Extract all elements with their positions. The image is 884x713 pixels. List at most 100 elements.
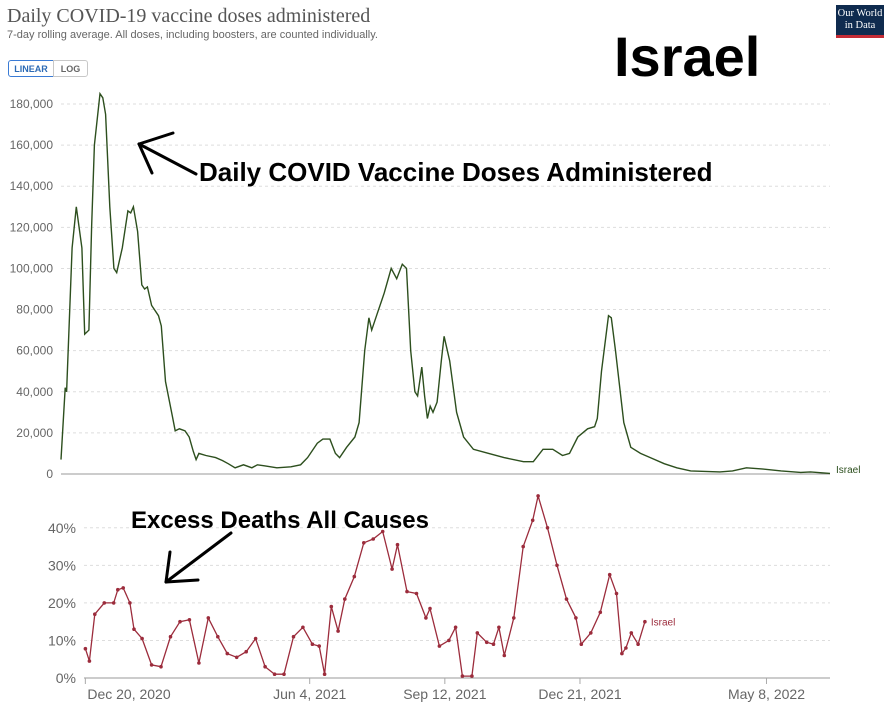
excess-data-point bbox=[362, 541, 366, 545]
excess-series-label: Israel bbox=[651, 618, 675, 629]
owid-logo[interactable]: Our World in Data bbox=[836, 5, 884, 38]
excess-data-point bbox=[453, 625, 458, 630]
excess-y-tick-label: 40% bbox=[48, 520, 76, 536]
excess-data-point bbox=[310, 642, 315, 646]
excess-data-point bbox=[620, 651, 624, 656]
excess-data-point bbox=[87, 659, 92, 663]
excess-data-point bbox=[475, 631, 480, 635]
excess-x-tick-label: Dec 21, 2021 bbox=[538, 686, 621, 702]
excess-data-point bbox=[272, 672, 277, 676]
excess-data-point bbox=[291, 634, 296, 639]
excess-data-point bbox=[390, 567, 394, 571]
excess-data-point bbox=[336, 629, 340, 633]
excess-data-point bbox=[530, 518, 535, 523]
excess-data-point bbox=[343, 597, 347, 601]
bottom-annotation-label: Excess Deaths All Causes bbox=[131, 507, 429, 534]
excess-data-point bbox=[329, 604, 334, 609]
excess-data-point bbox=[301, 625, 305, 630]
excess-data-point bbox=[460, 674, 465, 678]
excess-data-point bbox=[197, 661, 201, 665]
excess-data-point bbox=[437, 644, 442, 648]
excess-y-tick-label: 0% bbox=[56, 670, 76, 686]
excess-data-point bbox=[502, 653, 507, 658]
excess-data-point bbox=[424, 616, 428, 620]
excess-data-point bbox=[121, 586, 125, 590]
excess-data-point bbox=[371, 537, 376, 541]
excess-data-point bbox=[322, 672, 327, 676]
excess-data-point bbox=[574, 616, 578, 620]
excess-data-point bbox=[178, 619, 182, 624]
chart-title: Daily COVID-19 vaccine doses administere… bbox=[7, 5, 371, 27]
doses-gridlines bbox=[61, 103, 830, 475]
excess-data-point bbox=[536, 494, 540, 498]
excess-data-point bbox=[484, 640, 489, 645]
excess-data-point bbox=[636, 642, 640, 646]
doses-y-tick-label: 0 bbox=[46, 467, 53, 481]
excess-data-point bbox=[317, 644, 322, 648]
excess-x-axis-labels: Dec 20, 2020 Jun 4, 2021 Sep 12, 2021 Dec 2… bbox=[84, 678, 805, 702]
excess-gridlines bbox=[84, 527, 830, 679]
doses-y-tick-label: 140,000 bbox=[10, 179, 54, 193]
owid-logo-bar bbox=[836, 35, 884, 38]
log-scale-button[interactable]: LOG bbox=[53, 60, 88, 77]
excess-x-tick-label: Jun 4, 2021 bbox=[273, 686, 346, 702]
excess-data-point bbox=[253, 636, 258, 641]
excess-data-point bbox=[564, 597, 569, 601]
excess-data-point bbox=[598, 610, 603, 615]
doses-y-tick-label: 80,000 bbox=[16, 303, 53, 317]
excess-data-point bbox=[545, 526, 550, 530]
excess-data-point bbox=[624, 646, 628, 650]
overlay-country-title: Israel bbox=[614, 25, 761, 88]
excess-data-point bbox=[395, 542, 400, 547]
excess-data-point bbox=[521, 544, 525, 549]
chart-subtitle: 7-day rolling average. All doses, includ… bbox=[7, 29, 378, 41]
excess-x-tick-label: Sep 12, 2021 bbox=[403, 686, 487, 702]
doses-series-label: Israel bbox=[836, 465, 860, 476]
doses-y-tick-label: 180,000 bbox=[10, 97, 54, 111]
excess-data-point bbox=[380, 529, 385, 534]
excess-data-point bbox=[589, 631, 593, 635]
excess-data-point bbox=[414, 591, 419, 596]
excess-x-tick-label: May 8, 2022 bbox=[728, 686, 805, 702]
excess-data-point bbox=[579, 642, 584, 646]
excess-data-point bbox=[159, 664, 163, 669]
excess-y-tick-label: 30% bbox=[48, 557, 76, 573]
excess-data-point bbox=[263, 664, 267, 669]
excess-data-point bbox=[83, 646, 88, 651]
excess-y-tick-label: 10% bbox=[48, 632, 76, 648]
excess-data-point bbox=[111, 601, 116, 605]
excess-series-markers bbox=[83, 494, 647, 678]
excess-data-point bbox=[470, 674, 474, 678]
excess-data-point bbox=[491, 642, 496, 646]
top-annotation-label: Daily COVID Vaccine Doses Administered bbox=[199, 157, 712, 187]
excess-data-point bbox=[140, 636, 144, 641]
excess-y-tick-label: 20% bbox=[48, 595, 76, 611]
doses-y-axis-labels: 0 20,000 40,000 60,000 80,000 100,000 120,000 1… bbox=[10, 97, 54, 481]
excess-data-point bbox=[234, 655, 239, 660]
excess-data-point bbox=[352, 574, 357, 579]
excess-y-axis-labels: 0% 10% 20% 30% 40% bbox=[48, 520, 76, 686]
excess-data-point bbox=[614, 591, 619, 596]
excess-data-point bbox=[244, 649, 248, 654]
excess-data-point bbox=[225, 651, 230, 656]
excess-data-point bbox=[555, 563, 559, 568]
excess-data-point bbox=[93, 612, 97, 616]
excess-data-point bbox=[168, 634, 173, 639]
excess-data-point bbox=[187, 618, 192, 622]
doses-y-tick-label: 60,000 bbox=[16, 344, 53, 358]
excess-x-tick-label: Dec 20, 2020 bbox=[87, 686, 170, 702]
doses-y-tick-label: 160,000 bbox=[10, 138, 54, 152]
doses-y-tick-label: 20,000 bbox=[16, 426, 53, 440]
excess-data-point bbox=[405, 589, 409, 594]
excess-data-point bbox=[128, 601, 132, 605]
doses-y-tick-label: 100,000 bbox=[10, 261, 54, 275]
doses-series-line bbox=[60, 91, 831, 475]
excess-data-point bbox=[497, 625, 501, 630]
excess-data-point bbox=[512, 616, 516, 620]
excess-data-point bbox=[206, 616, 211, 620]
excess-data-point bbox=[149, 663, 154, 667]
excess-data-point bbox=[282, 672, 286, 676]
excess-data-point bbox=[216, 634, 220, 639]
doses-y-tick-label: 120,000 bbox=[10, 220, 54, 234]
